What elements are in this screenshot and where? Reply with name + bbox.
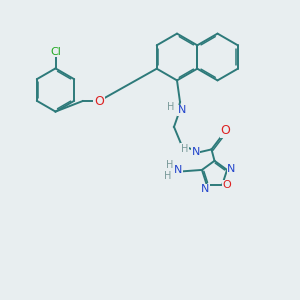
Text: O: O [222,180,231,190]
Text: O: O [220,124,230,137]
Text: O: O [94,94,104,108]
Text: N: N [191,147,200,158]
Text: H: H [166,160,173,170]
Text: N: N [174,165,182,175]
Text: H: H [181,144,188,154]
Text: N: N [227,164,236,174]
Text: N: N [178,105,186,116]
Text: Cl: Cl [50,47,61,57]
Text: H: H [164,171,172,181]
Text: N: N [201,184,210,194]
Text: H: H [167,102,175,112]
